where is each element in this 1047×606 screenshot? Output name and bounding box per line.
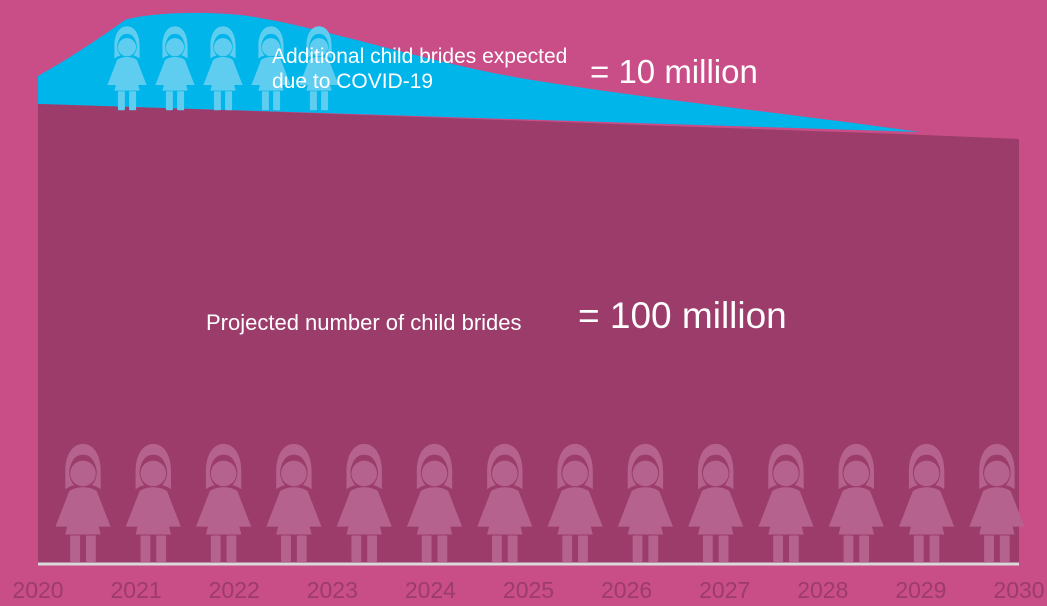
x-tick-label: 2022: [208, 577, 260, 603]
projected-area: [38, 104, 1019, 564]
x-tick-label: 2020: [12, 577, 64, 603]
projected-total-label: = 100 million: [578, 295, 787, 336]
x-tick-label: 2030: [993, 577, 1045, 603]
x-tick-label: 2029: [895, 577, 947, 603]
covid-area: [38, 12, 920, 132]
x-tick-label: 2021: [110, 577, 162, 603]
x-tick-label: 2028: [797, 577, 849, 603]
covid-series-label: Additional child brides expected due to …: [272, 45, 568, 93]
x-tick-label: 2024: [404, 577, 456, 603]
x-tick-label: 2026: [601, 577, 653, 603]
x-tick-label: 2023: [306, 577, 358, 603]
projected-series-label: Projected number of child brides: [206, 310, 522, 335]
covid-total-label: = 10 million: [590, 53, 758, 90]
x-tick-label: 2025: [502, 577, 555, 603]
x-tick-label: 2027: [699, 577, 751, 603]
